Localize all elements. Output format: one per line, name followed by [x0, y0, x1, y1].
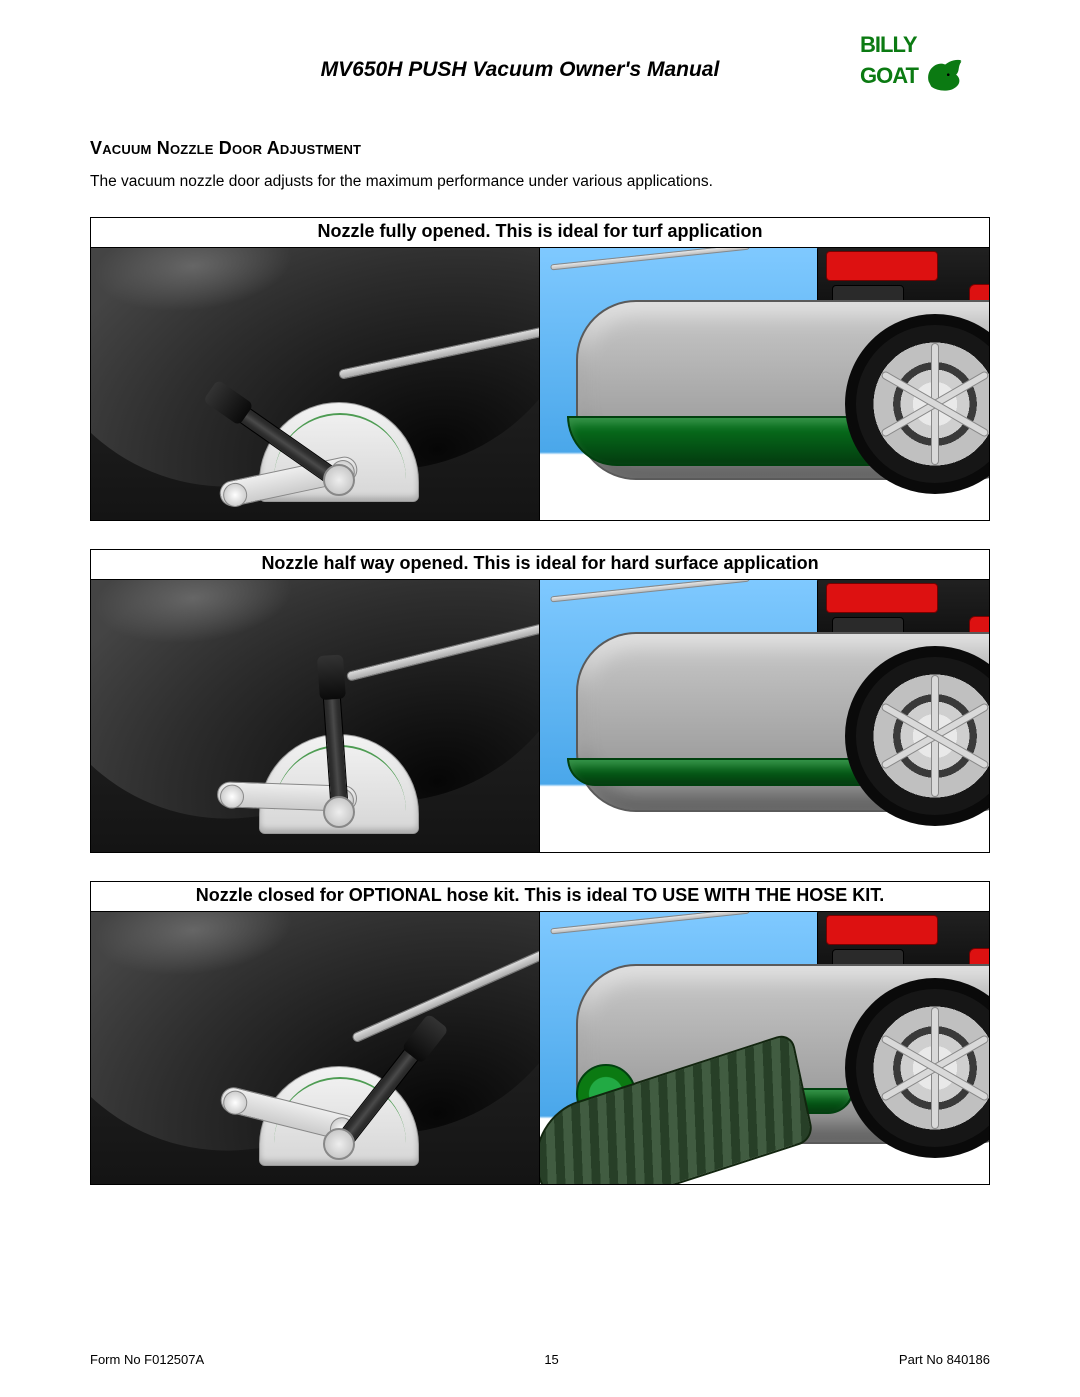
lever-illustration	[91, 248, 540, 520]
handle-bar	[550, 248, 750, 270]
page-header: MV650H PUSH Vacuum Owner's Manual BILLY …	[90, 40, 990, 100]
handle-bar	[550, 580, 750, 602]
lever-illustration	[91, 912, 540, 1184]
pivot-bolt	[323, 1128, 355, 1160]
instruction-panel: Nozzle half way opened. This is ideal fo…	[90, 549, 990, 853]
handle-bar	[550, 912, 750, 934]
footer-form-no: Form No F012507A	[90, 1352, 204, 1367]
footer-page-no: 15	[544, 1352, 558, 1367]
vacuum-illustration	[540, 912, 989, 1184]
lever-illustration	[91, 580, 540, 852]
document-title: MV650H PUSH Vacuum Owner's Manual	[321, 58, 720, 82]
section-heading: Vacuum Nozzle Door Adjustment	[90, 138, 990, 159]
intro-paragraph: The vacuum nozzle door adjusts for the m…	[90, 173, 990, 191]
brand-logo: BILLY GOAT	[860, 36, 990, 96]
vacuum-illustration	[540, 248, 989, 520]
panels-container: Nozzle fully opened. This is ideal for t…	[90, 217, 990, 1185]
panel-caption: Nozzle fully opened. This is ideal for t…	[91, 218, 989, 248]
footer-part-no: Part No 840186	[899, 1352, 990, 1367]
goat-icon	[922, 55, 964, 97]
logo-line1: BILLY	[860, 35, 964, 56]
instruction-panel: Nozzle fully opened. This is ideal for t…	[90, 217, 990, 521]
pivot-bolt	[323, 464, 355, 496]
page-footer: Form No F012507A 15 Part No 840186	[90, 1352, 990, 1367]
image-row	[91, 248, 989, 520]
image-row	[91, 912, 989, 1184]
panel-caption: Nozzle closed for OPTIONAL hose kit. Thi…	[91, 882, 989, 912]
instruction-panel: Nozzle closed for OPTIONAL hose kit. Thi…	[90, 881, 990, 1185]
vacuum-illustration	[540, 580, 989, 852]
image-row	[91, 580, 989, 852]
logo-line2: GOAT	[860, 66, 918, 87]
pivot-bolt	[323, 796, 355, 828]
panel-caption: Nozzle half way opened. This is ideal fo…	[91, 550, 989, 580]
